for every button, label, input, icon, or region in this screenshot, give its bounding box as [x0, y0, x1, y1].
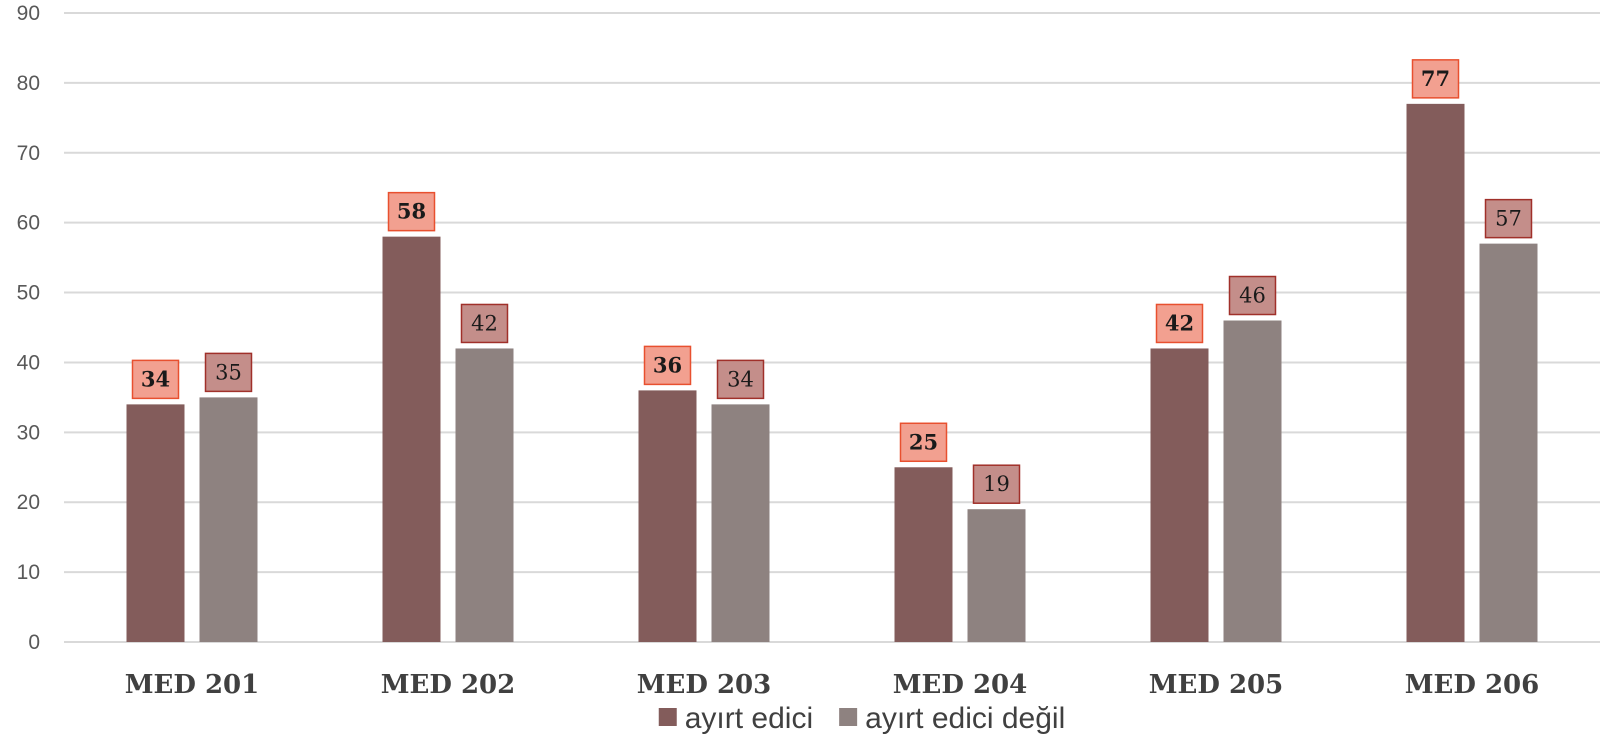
bar-med-202-s2: [455, 348, 514, 642]
data-label-box: [899, 422, 948, 463]
y-tick-label: 30: [17, 421, 40, 444]
bar-med-202-s1: [382, 236, 441, 642]
data-label-box: [716, 359, 765, 400]
data-label: 34: [727, 367, 754, 391]
data-label-box: [387, 191, 436, 232]
data-label: 58: [397, 199, 426, 224]
data-label: 25: [909, 429, 938, 454]
data-label-box: [1155, 303, 1204, 344]
grid-lines: [64, 12, 1600, 643]
data-label-box: [643, 345, 692, 386]
data-label-box: [1411, 59, 1460, 99]
bar-med-203-s1: [638, 390, 697, 642]
data-label-box: [131, 359, 180, 400]
y-tick-label: 0: [28, 631, 40, 654]
bars: [126, 103, 1538, 643]
data-label: 42: [471, 311, 498, 335]
y-tick-label: 20: [17, 491, 40, 514]
x-tick-label: MED 204: [893, 670, 1027, 700]
data-label: 57: [1495, 207, 1522, 231]
x-tick-label: MED 206: [1405, 670, 1539, 700]
legend-label: ayırt edici: [685, 702, 813, 735]
y-tick-label: 80: [17, 72, 40, 95]
bar-med-201-s2: [199, 397, 258, 642]
bar-med-205-s2: [1223, 320, 1282, 642]
y-tick-label: 10: [17, 561, 40, 584]
legend: ayırt edici ayırt edici değil: [658, 702, 1065, 735]
data-label-box: [204, 352, 253, 393]
y-tick-label: 50: [17, 282, 40, 305]
legend-label: ayırt edici değil: [865, 702, 1065, 735]
data-label: 35: [215, 360, 242, 384]
bar-med-204-s2: [967, 509, 1026, 642]
data-label-box: [1228, 275, 1277, 316]
data-label: 42: [1165, 310, 1194, 335]
data-label-box: [460, 303, 509, 344]
y-tick-label: 70: [17, 142, 40, 165]
data-label: 77: [1421, 66, 1450, 91]
x-tick-label: MED 202: [381, 670, 515, 700]
data-label: 34: [141, 366, 170, 391]
data-label: 19: [983, 472, 1010, 496]
x-tick-label: MED 201: [125, 670, 259, 700]
legend-swatch: [658, 708, 677, 726]
y-tick-label: 60: [17, 212, 40, 235]
data-label-box: [972, 464, 1021, 504]
x-tick-label: MED 205: [1149, 670, 1283, 700]
data-labels: 34 35 58 42 36 34 25 19 42 46 77 57: [131, 59, 1533, 504]
bar-med-201-s1: [126, 404, 185, 642]
data-label: 36: [653, 352, 682, 377]
y-tick-label: 90: [17, 2, 40, 25]
x-axis-ticks: MED 201 MED 202 MED 203 MED 204 MED 205 MED 2…: [125, 670, 1539, 700]
y-axis-ticks: 0 10 20 30 40 50 60 70 80 90: [17, 2, 40, 654]
data-label-box: [1484, 198, 1533, 239]
bar-med-204-s1: [894, 467, 953, 642]
bar-med-203-s2: [711, 404, 770, 642]
legend-swatch: [839, 708, 858, 726]
bar-med-205-s1: [1150, 348, 1209, 642]
bar-med-206-s2: [1479, 243, 1538, 642]
x-tick-label: MED 203: [637, 670, 771, 700]
bar-med-206-s1: [1406, 103, 1465, 643]
y-tick-label: 40: [17, 351, 40, 374]
data-label: 46: [1239, 284, 1266, 308]
